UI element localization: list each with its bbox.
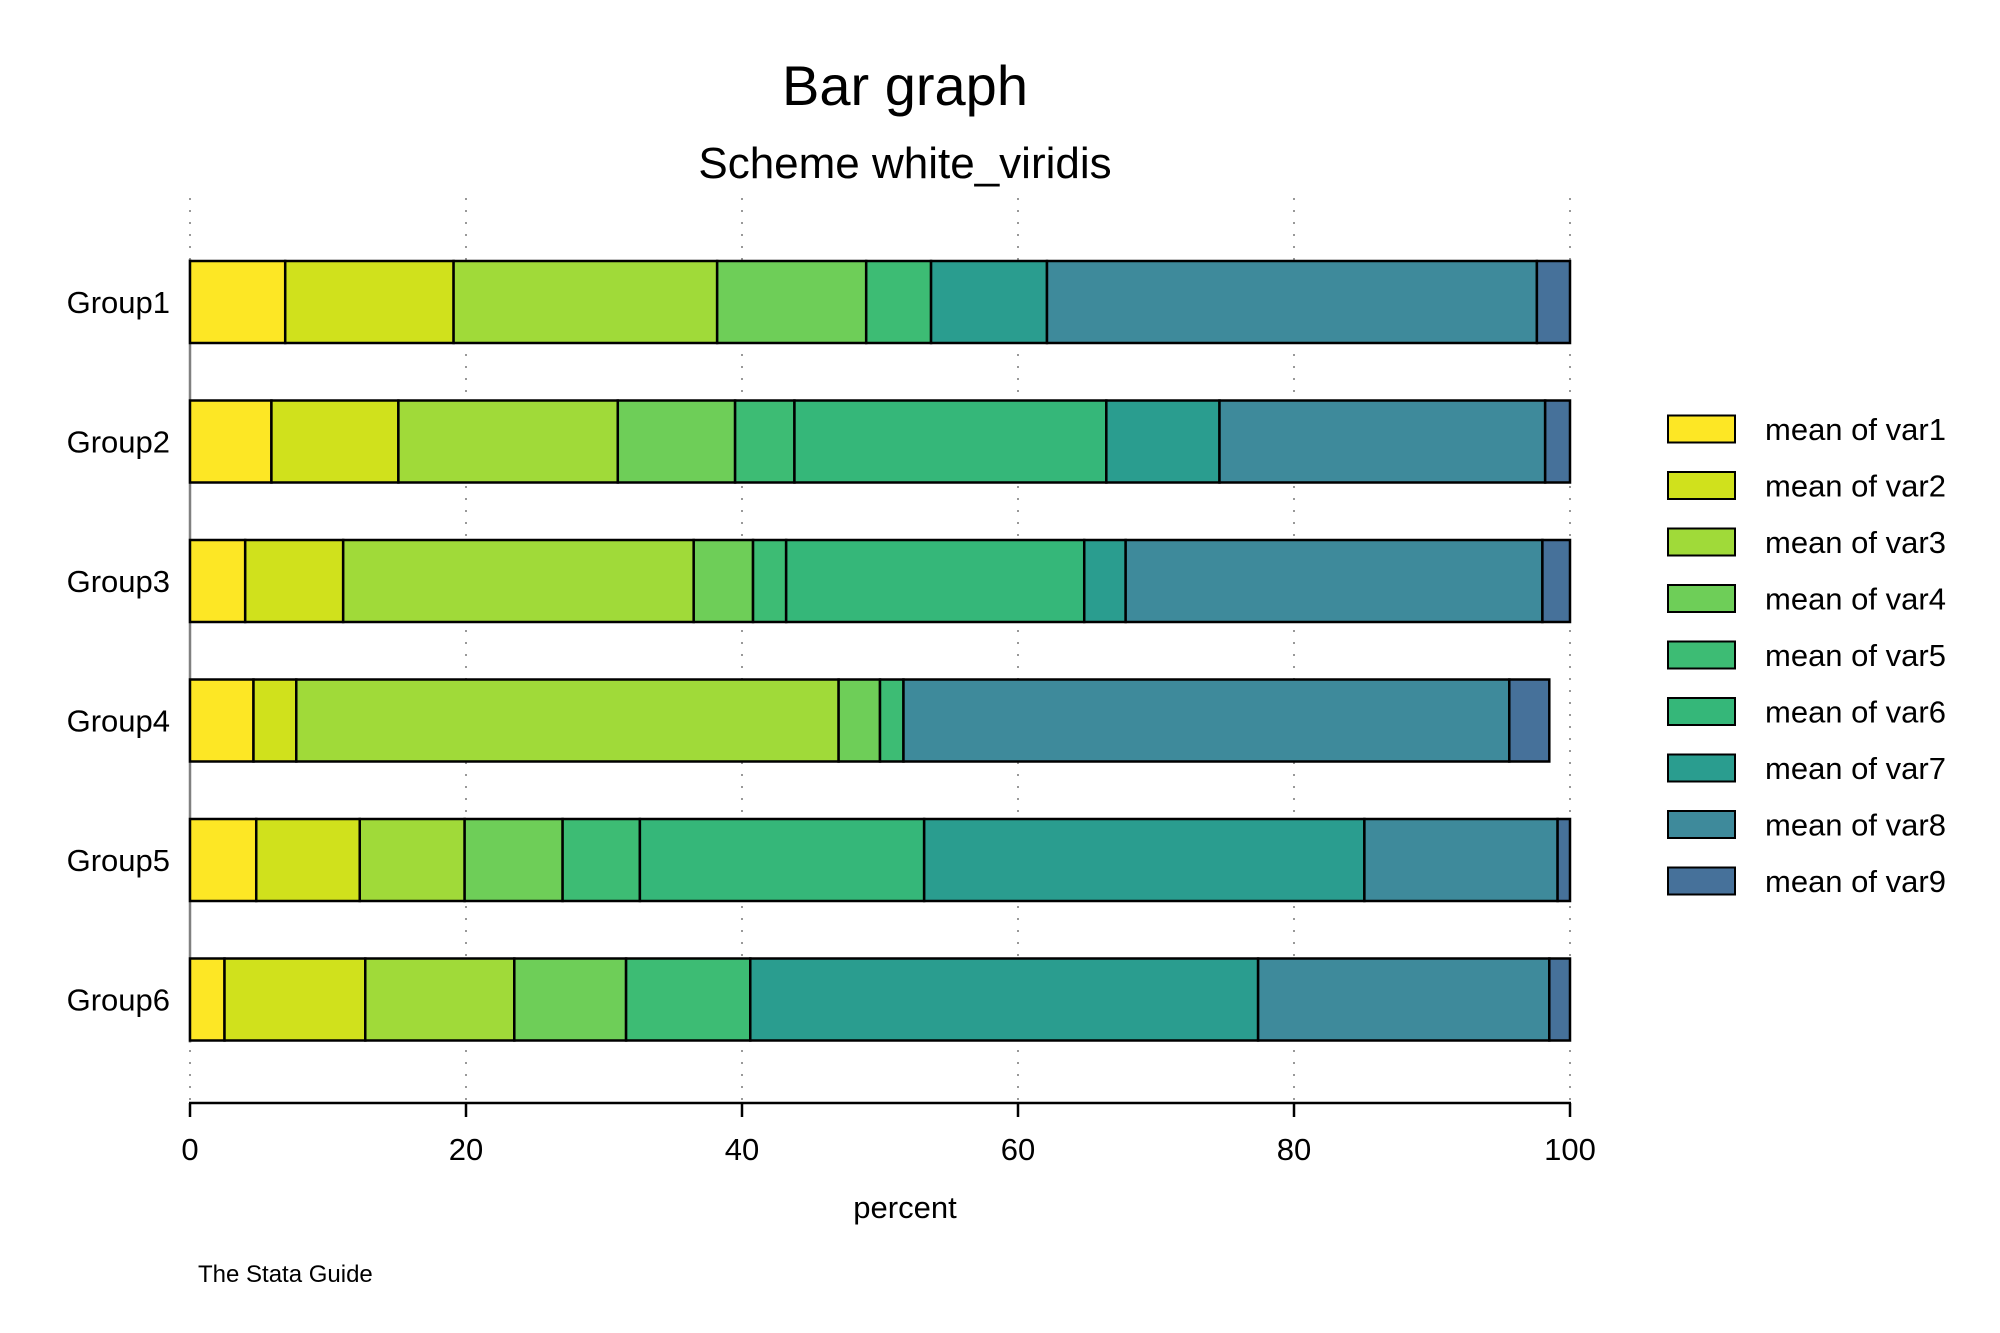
bar-group1-var4 (715, 259, 868, 345)
legend-label-var2: mean of var2 (1765, 469, 1946, 504)
x-tick-label-100: 100 (1544, 1132, 1596, 1167)
legend: mean of var1 mean of var2 mean of var3 mean… (1667, 412, 1946, 899)
legend-swatch-var1 (1667, 414, 1736, 444)
bar-group2-var1 (188, 399, 273, 484)
bar-group3-var7 (1082, 538, 1127, 624)
legend-label-var7: mean of var7 (1765, 751, 1946, 786)
bar-group5-var9 (1556, 817, 1572, 903)
bar-group5-var1 (188, 817, 258, 903)
chart-title: Bar graph (782, 54, 1028, 117)
x-tick-label-60: 60 (1001, 1132, 1035, 1167)
legend-swatch-var6 (1667, 697, 1736, 726)
bar-group6-var8 (1256, 957, 1551, 1042)
legend-swatch-var8 (1667, 810, 1736, 839)
x-axis: 0 20 40 60 80 100 (181, 1101, 1596, 1167)
category-label-group2: Group2 (67, 425, 170, 460)
bar-group3-var5 (751, 538, 788, 624)
legend-label-var6: mean of var6 (1765, 695, 1946, 730)
bar-group1-var2 (283, 259, 455, 345)
bar-group2-var4 (616, 399, 737, 484)
bar-group1-var3 (452, 259, 719, 345)
bar-group5-var4 (463, 817, 564, 903)
bar-group5-var8 (1363, 817, 1559, 903)
bar-group3-var2 (243, 538, 345, 624)
legend-swatch-var9 (1667, 866, 1736, 896)
bar-group1-var1 (188, 259, 287, 345)
bar-group5-var6 (638, 817, 926, 903)
gridlines (188, 198, 1571, 1100)
bar-group2-var2 (270, 399, 400, 484)
legend-label-var5: mean of var5 (1765, 638, 1946, 673)
bar-group3-var4 (692, 538, 755, 624)
bars (188, 259, 1572, 1042)
legend-swatch-var4 (1667, 584, 1736, 613)
x-tick-label-80: 80 (1277, 1132, 1311, 1167)
x-tick-label-0: 0 (181, 1132, 198, 1167)
bar-group5-var3 (358, 817, 466, 903)
bar-group1-var5 (864, 259, 933, 345)
category-label-group4: Group4 (67, 704, 170, 739)
category-label-group6: Group6 (67, 983, 170, 1018)
bar-group2-var7 (1105, 399, 1221, 484)
bar-group2-var8 (1218, 399, 1547, 484)
category-label-group1: Group1 (67, 285, 170, 320)
bar-group6-var5 (624, 957, 752, 1042)
legend-swatch-var3 (1667, 527, 1736, 557)
bar-group3-var8 (1124, 538, 1544, 624)
bar-group4-var5 (878, 678, 905, 763)
bar-group6-var7 (749, 957, 1260, 1042)
bar-group4-var2 (252, 678, 298, 763)
category-label-group5: Group5 (67, 843, 170, 878)
bar-group3-var3 (341, 538, 695, 624)
bar-group4-var9 (1508, 678, 1551, 763)
bar-group4-var4 (837, 678, 882, 763)
bar-group1-var8 (1045, 259, 1539, 345)
bar-group5-var5 (561, 817, 642, 903)
bar-group1-var7 (929, 259, 1049, 345)
bar-group6-var3 (364, 957, 516, 1042)
legend-label-var8: mean of var8 (1765, 808, 1946, 843)
chart-note: The Stata Guide (198, 1261, 373, 1288)
legend-label-var9: mean of var9 (1765, 864, 1946, 899)
y-axis-category-labels: Group1 Group2 Group3 Group4 Group5 Group6 (67, 285, 170, 1018)
bar-group1-var9 (1535, 259, 1572, 345)
bar-group2-var3 (397, 399, 620, 484)
bar-group6-var2 (223, 957, 367, 1042)
legend-swatch-var5 (1667, 640, 1736, 670)
bar-group5-var2 (254, 817, 361, 903)
bar-group4-var1 (188, 678, 255, 763)
bar-group4-var3 (295, 678, 840, 763)
bar-group4-var8 (902, 678, 1511, 763)
bar-group6-var9 (1548, 957, 1572, 1042)
bar-group2-var9 (1543, 399, 1572, 484)
x-axis-title: percent (853, 1190, 957, 1225)
legend-swatch-var7 (1667, 753, 1736, 783)
bar-group3-var6 (784, 538, 1086, 624)
legend-label-var3: mean of var3 (1765, 525, 1946, 560)
bar-group3-var9 (1541, 538, 1572, 624)
legend-swatch-var2 (1667, 471, 1736, 500)
category-label-group3: Group3 (67, 564, 170, 599)
bar-group2-var6 (793, 399, 1108, 484)
bar-group6-var1 (188, 957, 226, 1042)
legend-label-var4: mean of var4 (1765, 582, 1946, 617)
legend-label-var1: mean of var1 (1765, 412, 1946, 447)
x-tick-label-40: 40 (725, 1132, 759, 1167)
x-tick-label-20: 20 (449, 1132, 483, 1167)
chart-subtitle: Scheme white_viridis (698, 139, 1111, 188)
bar-group2-var5 (733, 399, 796, 484)
bar-group6-var4 (513, 957, 628, 1042)
bar-group3-var1 (188, 538, 247, 624)
bar-group5-var7 (922, 817, 1366, 903)
